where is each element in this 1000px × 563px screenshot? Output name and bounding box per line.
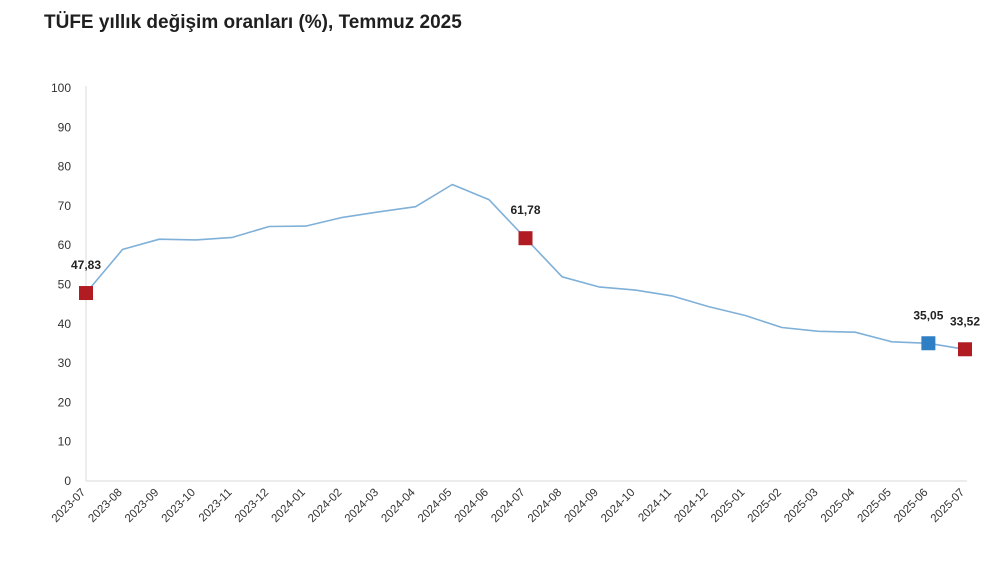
y-tick-label: 0	[64, 474, 71, 488]
x-tick-label: 2025-06	[892, 487, 930, 525]
y-tick-label: 30	[58, 356, 72, 370]
y-tick-label: 40	[58, 317, 72, 331]
y-axis-ticks: 0 10 20 30 40 50 60 70 80 90 100	[51, 81, 71, 488]
data-label: 47,83	[71, 258, 101, 272]
x-tick-label: 2025-04	[819, 486, 858, 525]
x-tick-label: 2024-08	[526, 487, 564, 525]
x-tick-label: 2023-07	[50, 487, 88, 525]
x-tick-label: 2025-01	[709, 487, 747, 525]
chart-axes	[85, 86, 967, 482]
x-tick-label: 2024-03	[343, 487, 381, 525]
x-tick-label: 2024-04	[379, 486, 418, 525]
x-tick-label: 2024-10	[599, 487, 637, 525]
x-tick-label: 2024-07	[489, 487, 527, 525]
data-marker	[518, 231, 533, 246]
x-tick-label: 2024-09	[563, 487, 601, 525]
x-tick-label: 2023-12	[233, 487, 271, 525]
x-axis-ticks: 2023-072023-082023-092023-102023-112023-…	[50, 486, 967, 525]
markers-layer	[79, 231, 972, 357]
x-tick-label: 2024-02	[306, 487, 344, 525]
y-tick-label: 50	[58, 278, 72, 292]
data-label: 33,52	[950, 314, 980, 328]
data-label: 61,78	[510, 203, 540, 217]
data-marker	[958, 342, 972, 357]
x-tick-label: 2024-11	[636, 487, 674, 525]
x-tick-label: 2023-11	[197, 487, 235, 525]
x-tick-label: 2025-02	[746, 487, 784, 525]
y-tick-label: 20	[58, 395, 72, 409]
x-tick-label: 2024-12	[672, 487, 710, 525]
y-tick-label: 80	[58, 160, 72, 174]
y-tick-label: 60	[58, 238, 72, 252]
y-tick-label: 90	[58, 120, 72, 134]
x-tick-label: 2025-07	[929, 487, 967, 525]
y-tick-label: 10	[58, 435, 72, 449]
x-tick-label: 2023-08	[86, 487, 124, 525]
data-label: 35,05	[913, 308, 943, 322]
x-tick-label: 2024-01	[270, 487, 308, 525]
data-marker	[921, 336, 936, 351]
x-tick-label: 2025-03	[782, 487, 820, 525]
data-labels-layer: 47,83 61,78 35,05 33,52	[71, 203, 980, 328]
data-marker	[79, 286, 93, 301]
x-tick-label: 2025-05	[856, 487, 894, 525]
x-tick-label: 2023-09	[123, 487, 161, 525]
chart-title: TÜFE yıllık değişim oranları (%), Temmuz…	[44, 12, 462, 33]
x-tick-label: 2023-10	[160, 487, 198, 525]
x-tick-label: 2024-05	[416, 487, 454, 525]
y-tick-label: 100	[51, 81, 71, 95]
y-tick-label: 70	[58, 199, 72, 213]
x-tick-label: 2024-06	[453, 487, 491, 525]
